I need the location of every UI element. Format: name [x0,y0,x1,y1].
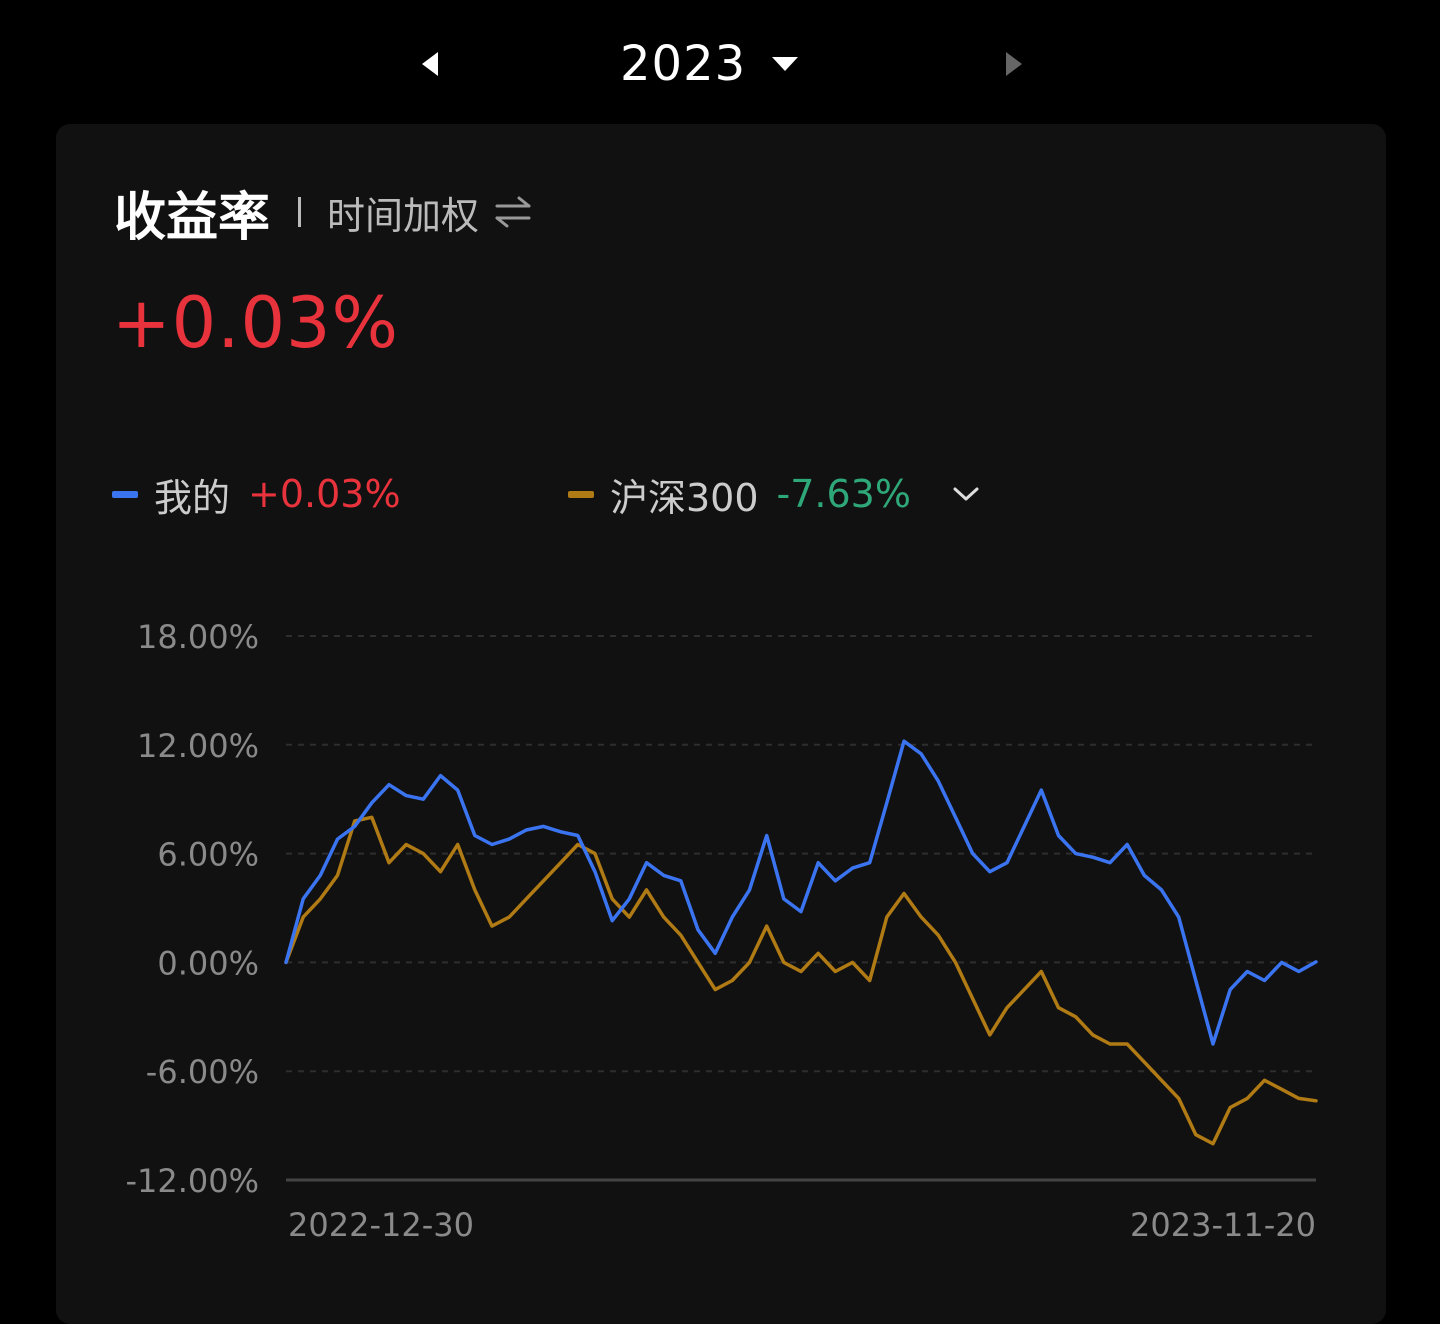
year-selector-bar: 2023 [0,0,1440,124]
legend-benchmark[interactable]: 沪深300 -7.63% [568,466,981,522]
series-line-mine [284,739,1318,1046]
total-return-value: +0.03% [112,282,400,364]
legend-mine-name: 我的 [154,475,231,520]
swap-arrows-icon[interactable] [491,194,535,230]
title-divider [298,197,302,227]
card-title: 收益率 [114,187,271,248]
caret-left-icon[interactable] [412,44,448,84]
legend-benchmark-name: 沪深300 [610,475,759,520]
y-tick-label: 6.00% [157,836,259,874]
legend-mine-swatch [112,490,138,498]
series-line-benchmark [284,815,1318,1146]
caret-right-icon[interactable] [996,44,1032,84]
card-header: 收益率 时间加权 [114,182,535,248]
method-label[interactable]: 时间加权 [327,193,480,238]
y-tick-label: 12.00% [137,727,259,765]
return-chart: 18.00% 12.00% 6.00% 0.00% -6.00% -12.00% 2022-… [125,618,1318,1244]
legend-mine-value: +0.03% [248,472,401,516]
year-dropdown[interactable]: 2023 [620,34,800,94]
y-tick-label: -12.00% [125,1162,259,1200]
legend-benchmark-value: -7.63% [776,472,911,516]
y-tick-label: -6.00% [146,1053,259,1091]
legend-benchmark-swatch [568,490,594,498]
y-tick-label: 18.00% [137,618,259,656]
return-card: 收益率 时间加权 +0.03% 我的 +0.03% 沪深300 -7.63% 1… [56,124,1386,1324]
y-tick-label: 0.00% [157,944,259,982]
caret-down-icon [772,57,799,71]
legend-mine: 我的 +0.03% [112,466,401,522]
year-label: 2023 [620,36,747,92]
x-start-label: 2022-12-30 [288,1206,474,1244]
x-end-label: 2023-11-20 [1130,1206,1316,1244]
chevron-down-icon[interactable] [951,484,981,504]
